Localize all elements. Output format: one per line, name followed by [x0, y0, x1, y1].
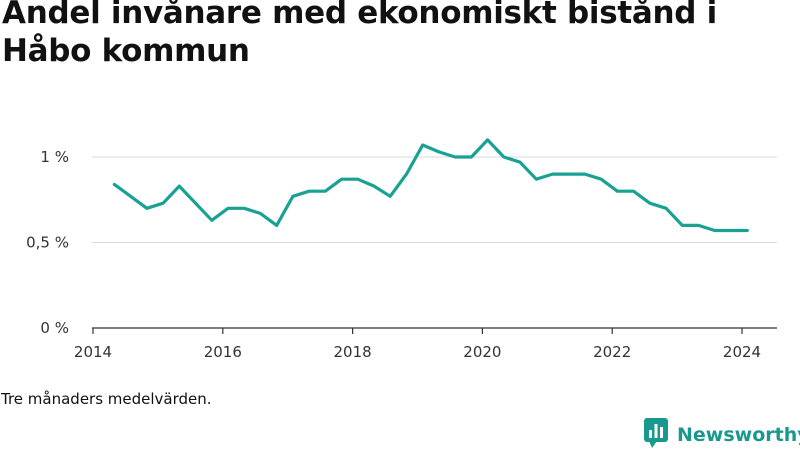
y-tick-label: 0,5 % — [26, 234, 69, 252]
x-axis: 2014 2016 2018 2020 2022 2024 — [74, 327, 777, 361]
chart-title: Andel invånare med ekonomiskt bistånd i … — [2, 0, 717, 69]
brand[interactable]: Newsworthy — [644, 418, 800, 452]
series-layer — [112, 138, 749, 233]
series-line — [112, 138, 749, 233]
x-tick-label: 2024 — [723, 343, 761, 361]
x-tick-label: 2020 — [463, 343, 501, 361]
y-tick-label: 1 % — [40, 148, 69, 166]
x-tick-label: 2016 — [204, 343, 242, 361]
x-tick-label: 2014 — [74, 343, 112, 361]
footnote: Tre månaders medelvärden. — [1, 390, 212, 408]
line-chart: 0 % 0,5 % 1 % 2014 2016 2018 2020 2022 2024 — [26, 138, 777, 361]
y-tick-label: 0 % — [40, 319, 69, 337]
newsworthy-logo-icon — [644, 418, 668, 452]
x-tick-label: 2022 — [593, 343, 631, 361]
brand-name: Newsworthy — [677, 424, 800, 446]
x-tick-label: 2018 — [334, 343, 372, 361]
gridlines: 0 % 0,5 % 1 % — [26, 148, 777, 337]
